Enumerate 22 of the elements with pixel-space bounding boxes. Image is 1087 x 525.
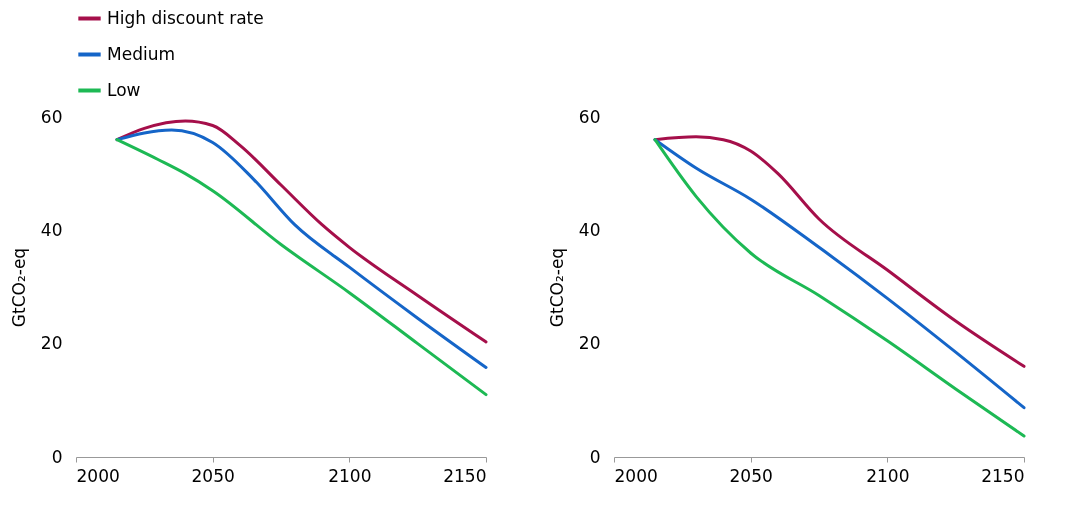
y-tick-label: 40 bbox=[578, 219, 601, 240]
line-series bbox=[653, 135, 1026, 368]
y-tick-label: 20 bbox=[578, 333, 601, 354]
legend-label: Low bbox=[107, 79, 141, 100]
legend-label: Medium bbox=[107, 43, 175, 64]
y-tick-label: 60 bbox=[578, 106, 601, 127]
x-tick-label: 2050 bbox=[729, 465, 773, 486]
x-tick-label: 2050 bbox=[191, 465, 235, 486]
y-tick-label: 60 bbox=[40, 106, 63, 127]
x-tick-label: 2150 bbox=[443, 465, 487, 486]
x-tick-label: 2100 bbox=[328, 465, 372, 486]
x-tick-label: 2000 bbox=[614, 465, 658, 486]
y-tick-label: 0 bbox=[589, 446, 601, 467]
legend-label: High discount rate bbox=[107, 7, 264, 28]
y-tick-label: 40 bbox=[40, 219, 63, 240]
x-tick-label: 2000 bbox=[76, 465, 120, 486]
y-axis-title: GtCO₂-eq bbox=[546, 247, 567, 328]
y-axis-title: GtCO₂-eq bbox=[8, 247, 29, 328]
x-tick-label: 2150 bbox=[981, 465, 1025, 486]
y-tick-label: 20 bbox=[40, 333, 63, 354]
y-tick-label: 0 bbox=[51, 446, 63, 467]
x-tick-label: 2100 bbox=[866, 465, 910, 486]
